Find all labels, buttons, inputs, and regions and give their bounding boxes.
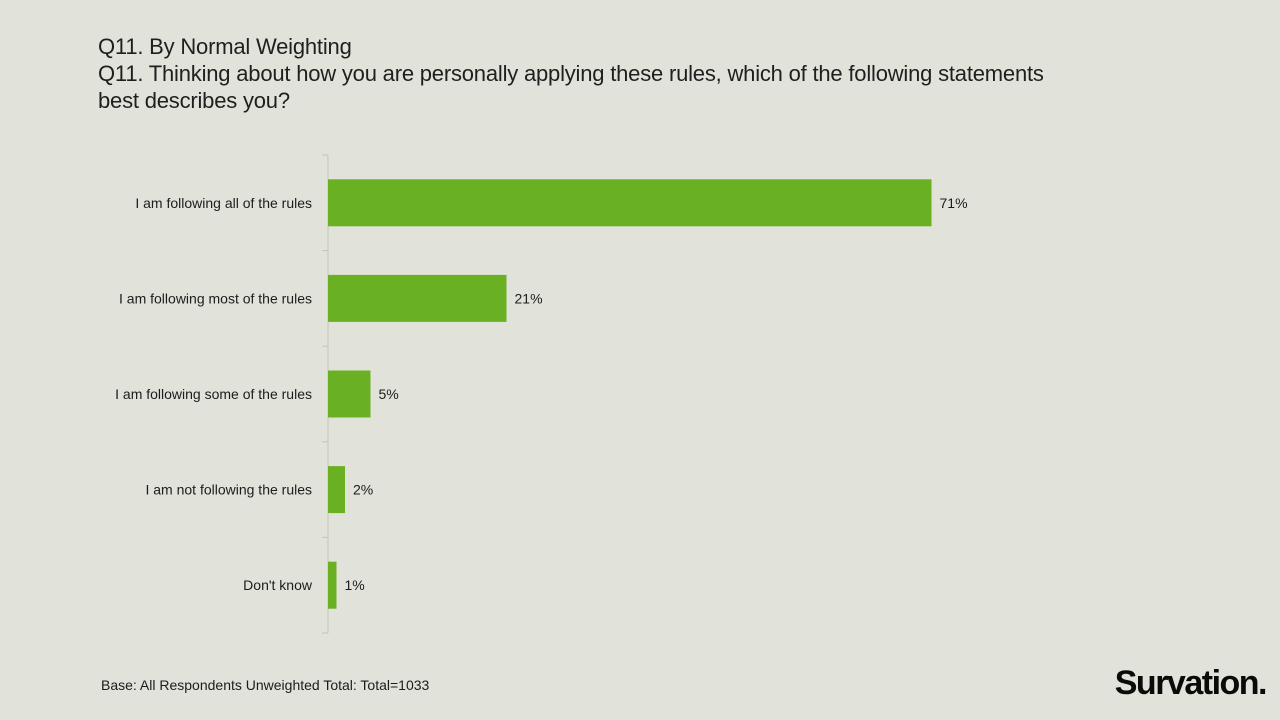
chart-title-block: Q11. By Normal Weighting Q11. Thinking a… (98, 33, 1198, 114)
bar (328, 274, 507, 322)
category-label: I am following most of the rules (119, 290, 312, 306)
value-label: 21% (515, 290, 543, 306)
chart-question-line-1: Q11. Thinking about how you are personal… (98, 61, 1044, 86)
category-label: I am not following the rules (145, 482, 312, 498)
category-label: I am following all of the rules (135, 195, 312, 211)
value-label: 1% (345, 577, 365, 593)
category-label: Don't know (243, 577, 313, 593)
base-footnote: Base: All Respondents Unweighted Total: … (101, 677, 430, 693)
value-label: 5% (379, 386, 399, 402)
bar (328, 466, 345, 514)
chart-title: Q11. By Normal Weighting (98, 34, 352, 59)
bar (328, 561, 337, 609)
bar (328, 370, 371, 418)
chart-question-line-2: best describes you? (98, 88, 290, 113)
value-label: 2% (353, 482, 373, 498)
category-label: I am following some of the rules (115, 386, 312, 402)
survation-logo: Survation. (1114, 664, 1268, 702)
value-label: 71% (940, 195, 968, 211)
bar (328, 179, 932, 227)
